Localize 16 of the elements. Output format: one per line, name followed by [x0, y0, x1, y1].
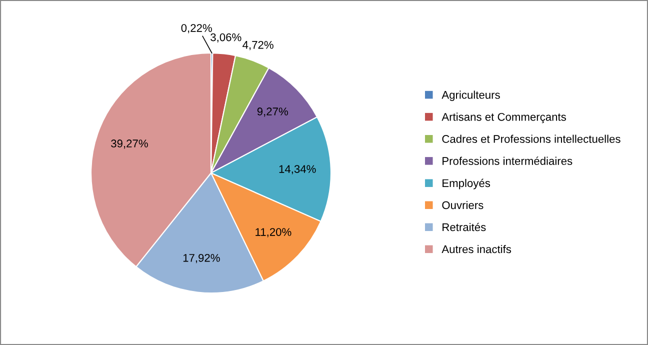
data-label: 9,27% — [257, 108, 288, 117]
data-label: 17,92% — [183, 254, 220, 264]
data-label: 4,72% — [242, 40, 274, 50]
legend-label: Autres inactifs — [442, 244, 512, 254]
data-label: 3,06% — [210, 33, 242, 43]
data-label: 39,27% — [111, 140, 148, 149]
legend-label: Agriculteurs — [442, 90, 500, 102]
legend-label: Professions intermédiaires — [442, 156, 572, 165]
legend-label: Cadres et Professions intellectuelles — [442, 134, 620, 143]
legend-label: Employés — [442, 178, 490, 190]
data-label: 0,22% — [181, 24, 212, 34]
legend-label: Retraités — [442, 222, 486, 232]
data-label: 14,34% — [279, 165, 316, 174]
legend-label: Artisans et Commerçants — [442, 112, 566, 124]
legend-label: Ouvriers — [442, 200, 484, 210]
data-label: 11,20% — [256, 228, 292, 238]
